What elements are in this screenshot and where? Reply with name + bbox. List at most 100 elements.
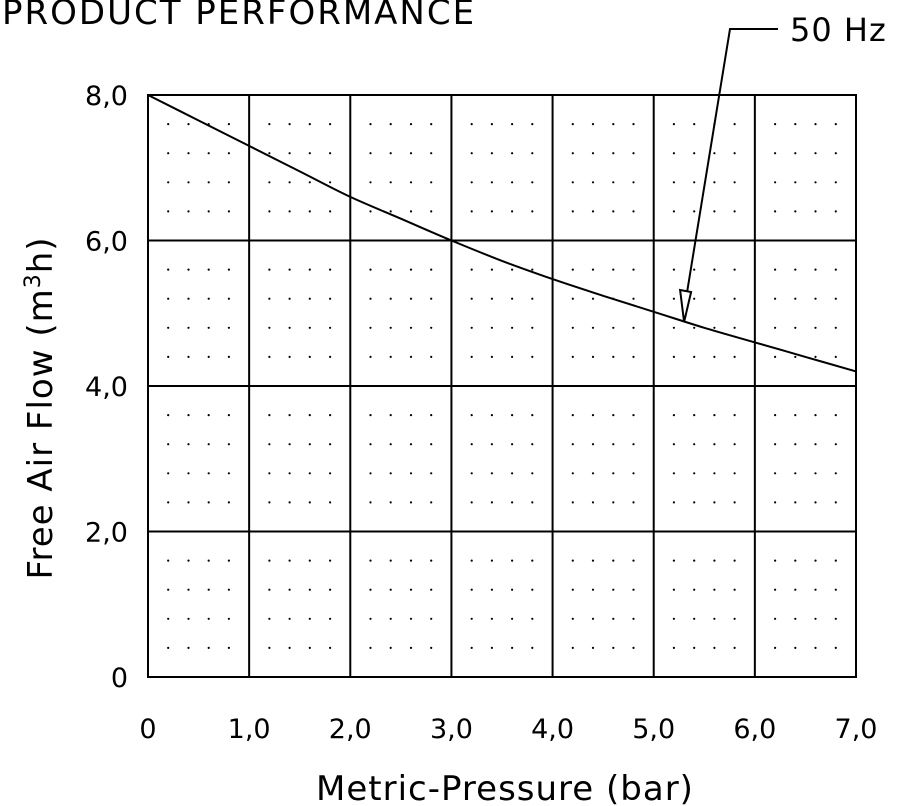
grid-dot — [571, 123, 574, 126]
grid-dot — [329, 646, 332, 650]
x-tick-label: 4,0 — [531, 714, 574, 745]
grid-dot — [672, 501, 676, 504]
y-tick-label: 0 — [111, 663, 128, 694]
grid-dot — [794, 443, 797, 446]
grid-dot — [591, 501, 595, 504]
grid-dot — [774, 414, 777, 417]
grid-dot — [268, 559, 271, 562]
grid-dot — [470, 501, 473, 504]
grid-dot — [187, 443, 190, 446]
grid-dot — [774, 326, 777, 329]
grid-dot — [167, 181, 170, 184]
grid-dot — [713, 443, 716, 446]
grid-dot — [713, 501, 716, 504]
grid-dot — [167, 588, 170, 591]
grid-dot — [207, 297, 210, 300]
grid-dot — [733, 268, 736, 271]
grid-dot — [693, 123, 696, 126]
grid-dot — [733, 559, 736, 562]
grid-dot — [713, 268, 716, 271]
grid-dot — [733, 326, 736, 329]
grid-dot — [409, 443, 413, 446]
grid-dot — [713, 472, 716, 475]
grid-dot — [430, 152, 433, 155]
grid-dot — [571, 559, 574, 562]
grid-dot — [389, 559, 392, 562]
grid-dot — [814, 414, 817, 417]
grid-dot — [531, 123, 534, 126]
minor-dot-grid — [167, 123, 837, 650]
grid-dot — [268, 355, 271, 358]
grid-dot — [733, 414, 736, 417]
grid-dot — [329, 297, 332, 300]
grid-dot — [288, 646, 291, 650]
grid-dot — [187, 501, 190, 504]
grid-dot — [693, 152, 696, 155]
grid-dot — [187, 181, 190, 184]
grid-dot — [470, 152, 473, 155]
grid-dot — [672, 268, 676, 271]
grid-dot — [774, 472, 777, 475]
grid-dot — [794, 617, 797, 620]
grid-dot — [591, 152, 595, 155]
grid-dot — [389, 123, 392, 126]
grid-dot — [490, 414, 493, 417]
grid-dot — [794, 355, 797, 358]
grid-dot — [369, 123, 372, 126]
grid-dot — [672, 152, 676, 155]
grid-dot — [470, 588, 473, 591]
grid-dot — [632, 297, 635, 300]
grid-dot — [470, 443, 473, 446]
grid-dot — [430, 617, 433, 620]
grid-dot — [510, 297, 514, 300]
grid-dot — [227, 559, 230, 562]
grid-dot — [430, 326, 433, 329]
y-axis-label-superscript: 3 — [21, 273, 46, 288]
grid-dot — [288, 326, 291, 329]
grid-dot — [430, 123, 433, 126]
grid-dot — [591, 355, 595, 358]
grid-dot — [672, 617, 676, 620]
grid-dot — [227, 588, 230, 591]
grid-dot — [814, 297, 817, 300]
grid-dot — [571, 588, 574, 591]
grid-dot — [834, 326, 837, 329]
grid-dot — [167, 210, 170, 213]
grid-dot — [814, 152, 817, 155]
grid-dot — [814, 501, 817, 504]
grid-dot — [713, 646, 716, 650]
grid-dot — [470, 297, 473, 300]
grid-dot — [591, 297, 595, 300]
grid-dot — [612, 355, 615, 358]
grid-dot — [490, 123, 493, 126]
grid-dot — [672, 355, 676, 358]
grid-dot — [470, 268, 473, 271]
grid-dot — [490, 297, 493, 300]
grid-dot — [632, 472, 635, 475]
grid-dot — [693, 268, 696, 271]
grid-dot — [834, 617, 837, 620]
grid-dot — [409, 355, 413, 358]
grid-dot — [693, 414, 696, 417]
grid-dot — [409, 326, 413, 329]
grid-dot — [632, 268, 635, 271]
grid-dot — [430, 414, 433, 417]
grid-dot — [207, 210, 210, 213]
y-tick-labels: 0 2,0 4,0 6,0 8,0 — [85, 81, 128, 694]
grid-dot — [288, 355, 291, 358]
grid-dot — [632, 617, 635, 620]
grid-dot — [369, 297, 372, 300]
grid-dot — [187, 414, 190, 417]
grid-dot — [591, 646, 595, 650]
grid-dot — [329, 617, 332, 620]
x-tick-label: 5,0 — [632, 714, 675, 745]
grid-dot — [531, 355, 534, 358]
grid-dot — [591, 181, 595, 184]
grid-dot — [612, 501, 615, 504]
grid-dot — [794, 268, 797, 271]
grid-dot — [531, 559, 534, 562]
x-tick-label: 0 — [139, 714, 156, 745]
grid-dot — [672, 210, 676, 213]
grid-dot — [268, 210, 271, 213]
grid-dot — [288, 472, 291, 475]
